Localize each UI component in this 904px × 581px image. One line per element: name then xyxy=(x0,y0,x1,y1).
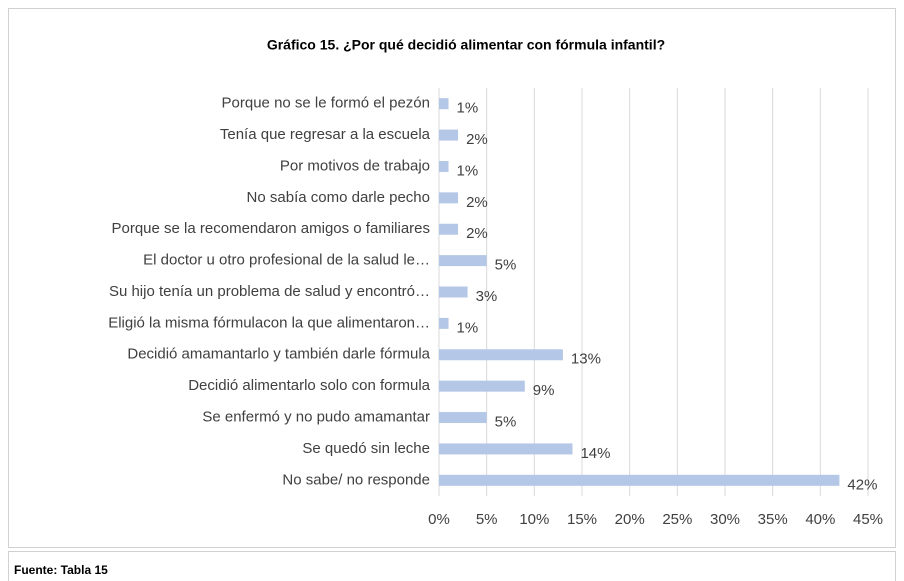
bar xyxy=(439,192,459,204)
bar xyxy=(439,412,487,424)
x-tick-label: 35% xyxy=(758,511,788,528)
data-label: 14% xyxy=(580,445,610,462)
data-label: 2% xyxy=(466,131,488,148)
y-tick-label: Por motivos de trabajo xyxy=(280,157,430,174)
y-tick-label: Decidió amamantarlo y también darle fórm… xyxy=(127,346,430,363)
data-label: 3% xyxy=(476,288,498,305)
x-tick-label: 10% xyxy=(519,511,549,528)
data-label: 2% xyxy=(466,194,488,211)
y-tick-label: Porque se la recomendaron amigos o famil… xyxy=(112,220,431,237)
x-tick-label: 45% xyxy=(853,511,883,528)
data-label: 1% xyxy=(457,319,479,336)
data-label: 13% xyxy=(571,351,601,368)
bar xyxy=(439,380,525,392)
y-tick-label: Decidió alimentarlo solo con formula xyxy=(188,377,430,394)
x-tick-label: 40% xyxy=(805,511,835,528)
x-tick-label: 25% xyxy=(662,511,692,528)
data-label: 42% xyxy=(847,476,877,493)
bar xyxy=(439,286,468,298)
data-label: 5% xyxy=(495,414,517,431)
x-tick-label: 5% xyxy=(476,511,498,528)
x-tick-label: 30% xyxy=(710,511,740,528)
bar xyxy=(439,474,840,486)
y-tick-label: No sabía como darle pecho xyxy=(247,189,430,206)
data-label: 9% xyxy=(533,382,555,399)
bar xyxy=(439,443,573,455)
bar xyxy=(439,223,459,235)
data-label: 1% xyxy=(457,162,479,179)
x-tick-label: 20% xyxy=(615,511,645,528)
data-label: 2% xyxy=(466,225,488,242)
y-tick-label: Tenía que regresar a la escuela xyxy=(220,126,431,143)
y-tick-label: Se quedó sin leche xyxy=(302,440,430,457)
data-label: 1% xyxy=(457,100,479,117)
chart-frame xyxy=(8,8,896,548)
data-label: 5% xyxy=(495,257,517,274)
bar xyxy=(439,317,449,329)
x-tick-label: 0% xyxy=(428,511,450,528)
bar xyxy=(439,129,459,141)
x-tick-label: 15% xyxy=(567,511,597,528)
bar xyxy=(439,255,487,267)
y-tick-label: Eligió la misma fórmulacon la que alimen… xyxy=(108,314,430,331)
y-tick-label: Su hijo tenía un problema de salud y enc… xyxy=(109,283,430,300)
footer-frame xyxy=(8,551,896,581)
bar xyxy=(439,349,563,361)
y-tick-label: El doctor u otro profesional de la salud… xyxy=(143,252,430,269)
chart-title: Gráfico 15. ¿Por qué decidió alimentar c… xyxy=(267,37,665,53)
y-tick-label: Porque no se le formó el pezón xyxy=(222,95,430,112)
bar xyxy=(439,98,449,110)
y-tick-label: Se enfermó y no pudo amamantar xyxy=(202,409,430,426)
y-tick-label: No sabe/ no responde xyxy=(282,471,430,488)
bar xyxy=(439,160,449,172)
footer: Fuente: Tabla 15 xyxy=(14,563,108,577)
